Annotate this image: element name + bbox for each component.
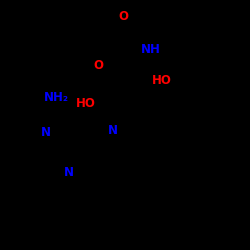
Text: HO: HO	[76, 97, 96, 110]
Text: O: O	[118, 10, 128, 22]
Text: N: N	[64, 166, 74, 178]
Text: N: N	[108, 124, 118, 137]
Text: O: O	[93, 59, 103, 72]
Text: N: N	[41, 126, 51, 139]
Text: NH: NH	[141, 42, 161, 56]
Text: NH₂: NH₂	[44, 91, 69, 104]
Text: HO: HO	[152, 74, 172, 88]
